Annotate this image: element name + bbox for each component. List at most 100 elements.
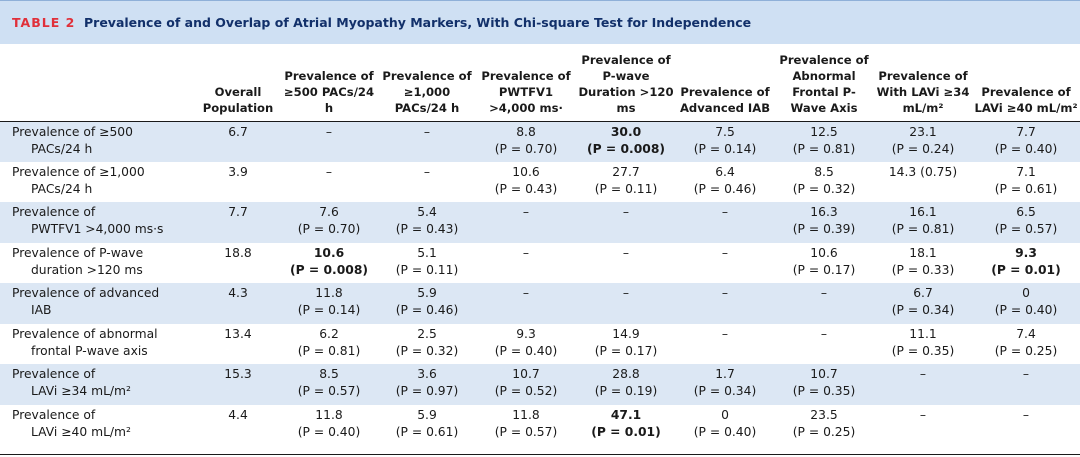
- cell-value: 27.7: [612, 164, 640, 179]
- table-cell: 6.4 (P = 0.46): [676, 162, 774, 203]
- cell-value: –: [919, 367, 927, 381]
- table-cell: 14.9 (P = 0.17): [576, 324, 676, 365]
- row-label-line2: PWTFV1 >4,000 ms·s: [31, 222, 164, 236]
- cell-value: –: [820, 326, 828, 341]
- cell-p-value: (P = 0.70): [297, 222, 361, 236]
- table-cell: –: [874, 364, 972, 405]
- column-header: Prevalence of ≥500 PACs/24 h: [280, 44, 378, 122]
- cell-p-value: (P = 0.34): [891, 303, 955, 317]
- table-cell: 11.8 (P = 0.57): [476, 405, 576, 446]
- table-caption: TABLE 2 Prevalence of and Overlap of Atr…: [0, 0, 1080, 44]
- overall-value: 13.4: [224, 326, 252, 341]
- table-cell: –: [972, 405, 1080, 446]
- row-label-line2: frontal P-wave axis: [31, 343, 148, 358]
- cell-value: 12.5: [810, 124, 838, 139]
- cell-value: 2.5: [417, 326, 437, 341]
- table-cell: –: [576, 202, 676, 243]
- cell-p-value: (P = 0.01): [991, 262, 1061, 277]
- cell-p-value: (P = 0.17): [594, 343, 658, 358]
- row-label-line1: Prevalence of ≥1,000: [12, 164, 145, 179]
- table-cell: –: [774, 324, 874, 365]
- cell-p-value: (P = 0.61): [994, 181, 1058, 196]
- row-label-line1: Prevalence of P-wave: [12, 245, 144, 260]
- cell-p-value: (P = 0.32): [792, 181, 856, 196]
- cell-value: –: [622, 245, 630, 260]
- cell-value: 11.1: [909, 326, 937, 341]
- cell-value: 18.1: [909, 245, 937, 260]
- cell-p-value: (P = 0.57): [297, 384, 361, 398]
- cell-p-value: (P = 0.008): [586, 141, 665, 156]
- cell-p-value: (P = 0.33): [891, 262, 955, 277]
- cell-value: 6.5: [1016, 205, 1036, 219]
- cell-value: 7.1: [1016, 164, 1036, 179]
- column-header: Prevalence of P-wave Duration >120 ms: [576, 44, 676, 122]
- cell-value: –: [423, 164, 431, 179]
- cell-p-value: (P = 0.61): [395, 424, 459, 439]
- table-cell: 5.4 (P = 0.43): [378, 202, 476, 243]
- cell-value: 10.7: [810, 367, 838, 381]
- table-cell: 28.8 (P = 0.19): [576, 364, 676, 405]
- table-cell: 7.5 (P = 0.14): [676, 121, 774, 162]
- row-label-line2: LAVi ≥34 mL/m²: [31, 384, 131, 398]
- table-cell: 5.1 (P = 0.11): [378, 243, 476, 284]
- cell-p-value: (P = 0.52): [494, 384, 558, 398]
- cell-value: 7.6: [319, 205, 339, 219]
- table-row: Prevalence of LAVi ≥40 mL/m² 4.4 11.8 (P = 0…: [0, 405, 1080, 446]
- table-cell: –: [378, 162, 476, 203]
- cell-value: 47.1: [610, 407, 642, 422]
- cell-p-value: (P = 0.14): [297, 303, 361, 317]
- row-label-line2: PACs/24 h: [31, 181, 93, 196]
- column-header: [0, 44, 196, 122]
- cell-p-value: (P = 0.40): [297, 424, 361, 439]
- table-cell: 23.1 (P = 0.24): [874, 121, 972, 162]
- table-cell: 30.0 (P = 0.008): [576, 121, 676, 162]
- table-cell: 5.9 (P = 0.61): [378, 405, 476, 446]
- cell-p-value: (P = 0.11): [594, 181, 658, 196]
- header-row: Overall Population Prevalence of ≥500 PA…: [0, 44, 1080, 122]
- table-cell: 16.3 (P = 0.39): [774, 202, 874, 243]
- row-label: Prevalence of P-wave duration >120 ms: [0, 243, 196, 284]
- cell-value: –: [423, 124, 431, 139]
- row-label-line2: IAB: [31, 303, 52, 317]
- cell-p-value: (P = 0.40): [693, 424, 757, 439]
- cell-value: –: [721, 205, 729, 219]
- table-cell: 6.5 (P = 0.57): [972, 202, 1080, 243]
- cell-value: 28.8: [612, 367, 640, 381]
- table-row: Prevalence of LAVi ≥34 mL/m² 15.3 8.5 (P = 0…: [0, 364, 1080, 405]
- cell-value: 5.9: [417, 407, 437, 422]
- data-table: Overall Population Prevalence of ≥500 PA…: [0, 44, 1080, 445]
- table-cell: –: [280, 121, 378, 162]
- cell-value: 23.1: [909, 124, 937, 139]
- row-label: Prevalence of LAVi ≥40 mL/m²: [0, 405, 196, 446]
- table-cell: 14.3 (0.75): [874, 162, 972, 203]
- cell-value: 3.6: [417, 367, 437, 381]
- table-cell: –: [676, 243, 774, 284]
- cell-p-value: (P = 0.57): [994, 222, 1058, 236]
- table-cell: 10.6 (P = 0.008): [280, 243, 378, 284]
- cell-value: 7.5: [715, 124, 735, 139]
- table-cell: 11.1 (P = 0.35): [874, 324, 972, 365]
- cell-value: 8.5: [319, 367, 339, 381]
- table-cell: –: [378, 121, 476, 162]
- table-cell: 1.7 (P = 0.34): [676, 364, 774, 405]
- table-cell: 7.7 (P = 0.40): [972, 121, 1080, 162]
- cell-value: 10.6: [810, 245, 838, 260]
- cell-p-value: (P = 0.34): [693, 384, 757, 398]
- cell-p-value: (P = 0.40): [994, 141, 1058, 156]
- table-cell: –: [676, 202, 774, 243]
- table-cell: –: [676, 324, 774, 365]
- cell-value: –: [622, 205, 630, 219]
- cell-value: 23.5: [810, 407, 838, 422]
- cell-value: 10.6: [313, 245, 345, 260]
- cell-p-value: (P = 0.43): [395, 222, 459, 236]
- table-cell: –: [476, 202, 576, 243]
- cell-p-value: (P = 0.25): [792, 424, 856, 439]
- cell-p-value: (P = 0.24): [891, 141, 955, 156]
- row-label: Prevalence of abnormal frontal P-wave axi…: [0, 324, 196, 365]
- row-label: Prevalence of advanced IAB: [0, 283, 196, 324]
- overall-value: 4.4: [228, 407, 248, 422]
- row-label-line1: Prevalence of abnormal: [12, 326, 158, 341]
- table-row: Prevalence of PWTFV1 >4,000 ms·s 7.7 7.6 (P …: [0, 202, 1080, 243]
- row-label-line1: Prevalence of: [12, 205, 96, 219]
